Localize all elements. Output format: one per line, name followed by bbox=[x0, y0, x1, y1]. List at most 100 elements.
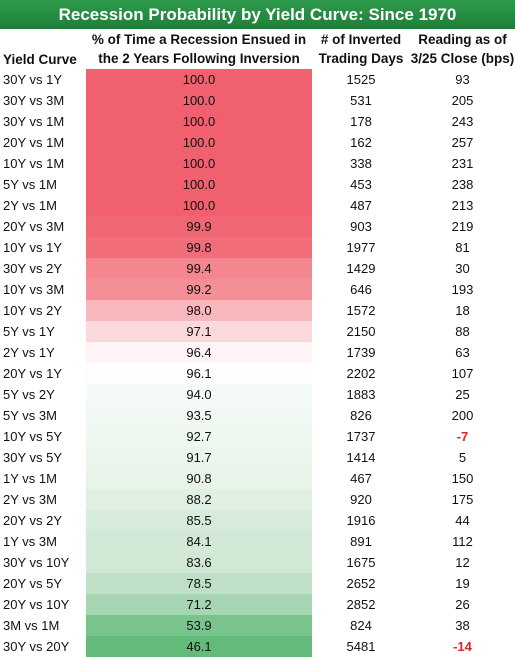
table-row: 30Y vs 1M 100.0 178 243 bbox=[0, 111, 515, 132]
reading-cell: 63 bbox=[455, 345, 470, 360]
yield-curve-cell: 20Y vs 10Y bbox=[3, 597, 70, 612]
recession-pct-cell: 98.0 bbox=[86, 300, 312, 321]
table-row: 30Y vs 20Y 46.1 5481 -14 bbox=[0, 636, 515, 657]
inverted-days-cell: 1737 bbox=[346, 429, 376, 444]
yield-curve-cell: 30Y vs 3M bbox=[3, 93, 65, 108]
table-row: 10Y vs 1M 100.0 338 231 bbox=[0, 153, 515, 174]
header-recession-pct-line2: the 2 Years Following Inversion bbox=[98, 51, 300, 66]
inverted-days-cell: 5481 bbox=[346, 639, 376, 654]
header-reading-line1: Reading as of bbox=[418, 32, 507, 47]
recession-pct-cell: 99.8 bbox=[86, 237, 312, 258]
yield-curve-cell: 5Y vs 2Y bbox=[3, 387, 55, 402]
recession-pct-cell: 53.9 bbox=[86, 615, 312, 636]
inverted-days-cell: 891 bbox=[350, 534, 372, 549]
recession-pct-cell: 100.0 bbox=[86, 174, 312, 195]
table-row: 20Y vs 5Y 78.5 2652 19 bbox=[0, 573, 515, 594]
yield-curve-cell: 30Y vs 1Y bbox=[3, 72, 63, 87]
inverted-days-cell: 531 bbox=[350, 93, 372, 108]
recession-pct-cell: 85.5 bbox=[86, 510, 312, 531]
yield-curve-cell: 2Y vs 1Y bbox=[3, 345, 55, 360]
reading-cell: 205 bbox=[451, 93, 474, 108]
recession-pct-cell: 99.4 bbox=[86, 258, 312, 279]
yield-curve-cell: 20Y vs 2Y bbox=[3, 513, 63, 528]
recession-pct-cell: 84.1 bbox=[86, 531, 312, 552]
yield-curve-cell: 30Y vs 20Y bbox=[3, 639, 70, 654]
reading-cell: 193 bbox=[451, 282, 474, 297]
table-title: Recession Probability by Yield Curve: Si… bbox=[0, 0, 515, 29]
inverted-days-cell: 824 bbox=[350, 618, 372, 633]
reading-cell: 200 bbox=[451, 408, 474, 423]
yield-curve-cell: 5Y vs 1Y bbox=[3, 324, 55, 339]
recession-pct-cell: 100.0 bbox=[86, 69, 312, 90]
reading-cell: 231 bbox=[451, 156, 474, 171]
reading-cell: 19 bbox=[455, 576, 470, 591]
inverted-days-cell: 1977 bbox=[346, 240, 376, 255]
inverted-days-cell: 162 bbox=[350, 135, 372, 150]
reading-cell: 44 bbox=[455, 513, 470, 528]
header-reading: Reading as of 3/25 Close (bps) bbox=[410, 29, 515, 69]
header-recession-pct: % of Time a Recession Ensued in the 2 Ye… bbox=[86, 29, 312, 69]
table-row: 20Y vs 10Y 71.2 2852 26 bbox=[0, 594, 515, 615]
table-row: 30Y vs 3M 100.0 531 205 bbox=[0, 90, 515, 111]
inverted-days-cell: 1883 bbox=[346, 387, 376, 402]
reading-cell: 257 bbox=[451, 135, 474, 150]
recession-pct-cell: 100.0 bbox=[86, 132, 312, 153]
table-row: 20Y vs 1Y 96.1 2202 107 bbox=[0, 363, 515, 384]
yield-curve-cell: 2Y vs 3M bbox=[3, 492, 57, 507]
yield-curve-cell: 10Y vs 1M bbox=[3, 156, 65, 171]
reading-cell: 112 bbox=[452, 534, 473, 549]
header-inverted-days-line1: # of Inverted bbox=[320, 32, 402, 47]
table-header: Yield Curve % of Time a Recession Ensued… bbox=[0, 29, 515, 69]
inverted-days-cell: 1429 bbox=[346, 261, 376, 276]
reading-cell: -7 bbox=[456, 429, 469, 444]
reading-cell: 213 bbox=[451, 198, 474, 213]
table-row: 1Y vs 3M 84.1 891 112 bbox=[0, 531, 515, 552]
reading-cell: 38 bbox=[455, 618, 470, 633]
yield-curve-cell: 30Y vs 1M bbox=[3, 114, 65, 129]
recession-pct-cell: 88.2 bbox=[86, 489, 312, 510]
recession-pct-cell: 71.2 bbox=[86, 594, 312, 615]
yield-curve-cell: 30Y vs 2Y bbox=[3, 261, 63, 276]
inverted-days-cell: 2852 bbox=[346, 597, 376, 612]
recession-pct-cell: 100.0 bbox=[86, 90, 312, 111]
yield-curve-cell: 20Y vs 5Y bbox=[3, 576, 63, 591]
table-row: 5Y vs 3M 93.5 826 200 bbox=[0, 405, 515, 426]
yield-curve-cell: 10Y vs 1Y bbox=[3, 240, 63, 255]
reading-cell: 26 bbox=[455, 597, 470, 612]
inverted-days-cell: 920 bbox=[350, 492, 372, 507]
header-reading-line2: 3/25 Close (bps) bbox=[410, 51, 515, 66]
yield-curve-cell: 1Y vs 1M bbox=[3, 471, 57, 486]
recession-pct-cell: 83.6 bbox=[86, 552, 312, 573]
header-yield-curve-label: Yield Curve bbox=[3, 52, 77, 67]
recession-pct-cell: 90.8 bbox=[86, 468, 312, 489]
header-inverted-days: # of Inverted Trading Days bbox=[312, 29, 410, 69]
reading-cell: 18 bbox=[455, 303, 470, 318]
inverted-days-cell: 1675 bbox=[346, 555, 376, 570]
reading-cell: 243 bbox=[451, 114, 474, 129]
table-row: 5Y vs 2Y 94.0 1883 25 bbox=[0, 384, 515, 405]
yield-curve-cell: 5Y vs 3M bbox=[3, 408, 57, 423]
inverted-days-cell: 826 bbox=[350, 408, 372, 423]
table-row: 5Y vs 1Y 97.1 2150 88 bbox=[0, 321, 515, 342]
recession-pct-cell: 96.4 bbox=[86, 342, 312, 363]
recession-pct-cell: 93.5 bbox=[86, 405, 312, 426]
recession-pct-cell: 99.2 bbox=[86, 279, 312, 300]
reading-cell: 238 bbox=[451, 177, 474, 192]
inverted-days-cell: 1572 bbox=[346, 303, 376, 318]
reading-cell: 175 bbox=[451, 492, 474, 507]
yield-curve-cell: 1Y vs 3M bbox=[3, 534, 57, 549]
inverted-days-cell: 1525 bbox=[346, 72, 376, 87]
inverted-days-cell: 178 bbox=[350, 114, 372, 129]
table-row: 30Y vs 5Y 91.7 1414 5 bbox=[0, 447, 515, 468]
header-yield-curve: Yield Curve bbox=[0, 29, 86, 70]
table-row: 10Y vs 2Y 98.0 1572 18 bbox=[0, 300, 515, 321]
reading-cell: -14 bbox=[453, 639, 472, 654]
inverted-days-cell: 453 bbox=[350, 177, 372, 192]
reading-cell: 150 bbox=[451, 471, 474, 486]
recession-pct-cell: 96.1 bbox=[86, 363, 312, 384]
table-row: 10Y vs 3M 99.2 646 193 bbox=[0, 279, 515, 300]
table-row: 1Y vs 1M 90.8 467 150 bbox=[0, 468, 515, 489]
reading-cell: 25 bbox=[455, 387, 470, 402]
header-inverted-days-line2: Trading Days bbox=[318, 51, 404, 66]
recession-pct-cell: 100.0 bbox=[86, 195, 312, 216]
